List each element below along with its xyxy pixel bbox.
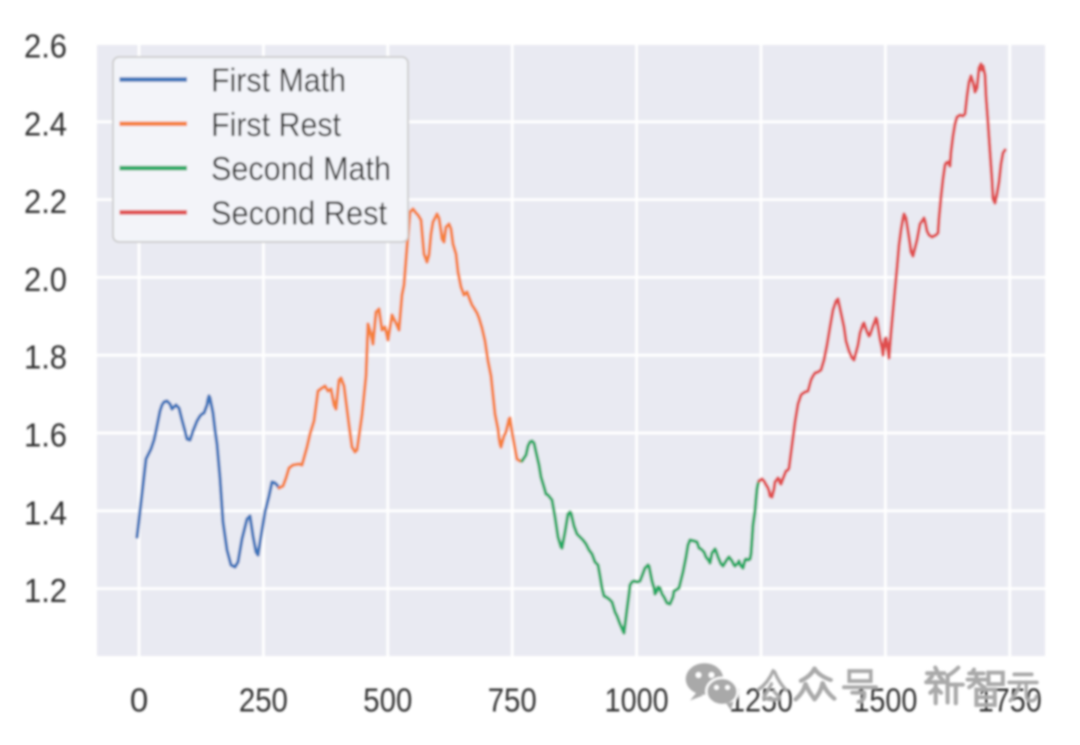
svg-text:1.2: 1.2	[24, 572, 67, 609]
svg-text:2.0: 2.0	[24, 261, 67, 298]
svg-text:First Math: First Math	[211, 62, 346, 99]
svg-text:750: 750	[488, 682, 537, 719]
svg-text:250: 250	[239, 682, 288, 719]
svg-text:2.6: 2.6	[24, 28, 67, 65]
svg-text:1000: 1000	[605, 682, 669, 719]
svg-text:2.4: 2.4	[24, 105, 67, 142]
svg-text:500: 500	[363, 682, 412, 719]
svg-text:1.6: 1.6	[24, 417, 67, 454]
svg-text:First Rest: First Rest	[211, 106, 341, 143]
svg-text:Second Math: Second Math	[211, 150, 391, 187]
svg-text:1.8: 1.8	[24, 339, 67, 376]
svg-text:2.2: 2.2	[24, 183, 67, 220]
svg-text:0: 0	[130, 682, 148, 719]
svg-text:Second Rest: Second Rest	[211, 194, 387, 231]
svg-text:1.4: 1.4	[24, 494, 67, 531]
